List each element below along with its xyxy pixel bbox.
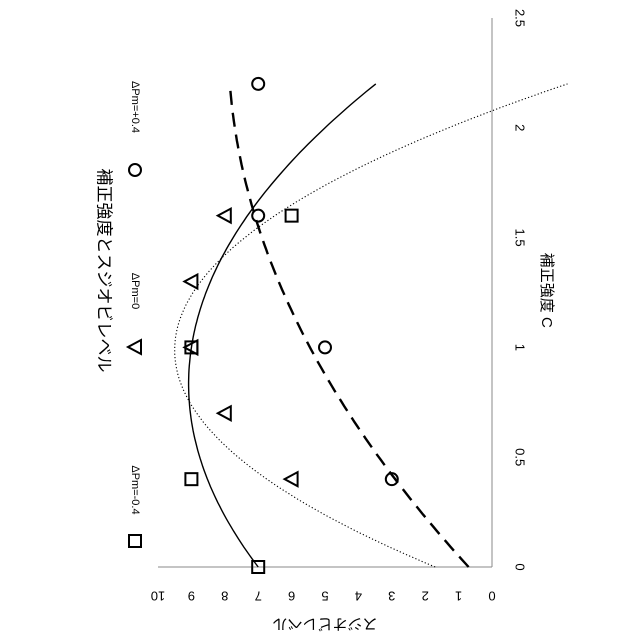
x-axis-label: 補正強度 C xyxy=(538,253,555,328)
x-tick-label: 2.5 xyxy=(513,9,528,27)
legend-marker-square xyxy=(129,535,141,547)
x-tick-label: 1 xyxy=(513,344,528,351)
y-tick-label: 7 xyxy=(255,589,262,604)
data-point-triangle xyxy=(285,472,298,486)
legend-label: ΔPm=-0.4 xyxy=(129,465,141,514)
data-point-square xyxy=(286,210,298,222)
x-tick-label: 0.5 xyxy=(513,448,528,466)
data-point-circle xyxy=(319,341,331,353)
data-point-square xyxy=(185,473,197,485)
data-point-triangle xyxy=(218,209,231,223)
y-tick-label: 10 xyxy=(151,589,165,604)
y-axis-label: スジオビレベル xyxy=(272,615,377,632)
y-tick-label: 9 xyxy=(188,589,195,604)
x-tick-label: 1.5 xyxy=(513,229,528,247)
chart-title: 補正強度とスジオビレベル xyxy=(95,169,114,373)
data-point-circle xyxy=(252,78,264,90)
y-tick-label: 6 xyxy=(288,589,295,604)
data-point-circle xyxy=(252,210,264,222)
chart-title-group: 補正強度とスジオビレベル xyxy=(95,169,114,373)
y-tick-label: 2 xyxy=(422,589,429,604)
legend-label: ΔPm=0 xyxy=(129,273,141,309)
legend-label: ΔPm=+0.4 xyxy=(129,81,141,133)
data-point-triangle xyxy=(184,275,197,289)
y-tick-label: 3 xyxy=(388,589,395,604)
series-line xyxy=(175,84,568,567)
y-axis-label-group: スジオビレベル xyxy=(272,615,377,632)
x-axis-label-group: 補正強度 C xyxy=(538,253,555,328)
y-tick-label: 4 xyxy=(355,589,362,604)
x-tick-label: 0 xyxy=(513,563,528,570)
y-tick-label: 8 xyxy=(221,589,228,604)
x-tick-label: 2 xyxy=(513,124,528,131)
y-tick-label: 5 xyxy=(321,589,328,604)
series-line xyxy=(230,84,469,567)
legend-marker-triangle xyxy=(128,340,141,354)
y-tick-label: 1 xyxy=(455,589,462,604)
legend-marker-circle xyxy=(129,164,141,176)
legend: ΔPm=-0.4 ΔPm=0 ΔPm=+0.4 xyxy=(128,81,141,547)
series-line xyxy=(189,84,376,567)
data-point-triangle xyxy=(218,406,231,420)
plot-area: 00.511.522.5012345678910ΔPm=-0.4ΔPm=0ΔPm… xyxy=(128,9,568,604)
y-tick-label: 0 xyxy=(488,589,495,604)
